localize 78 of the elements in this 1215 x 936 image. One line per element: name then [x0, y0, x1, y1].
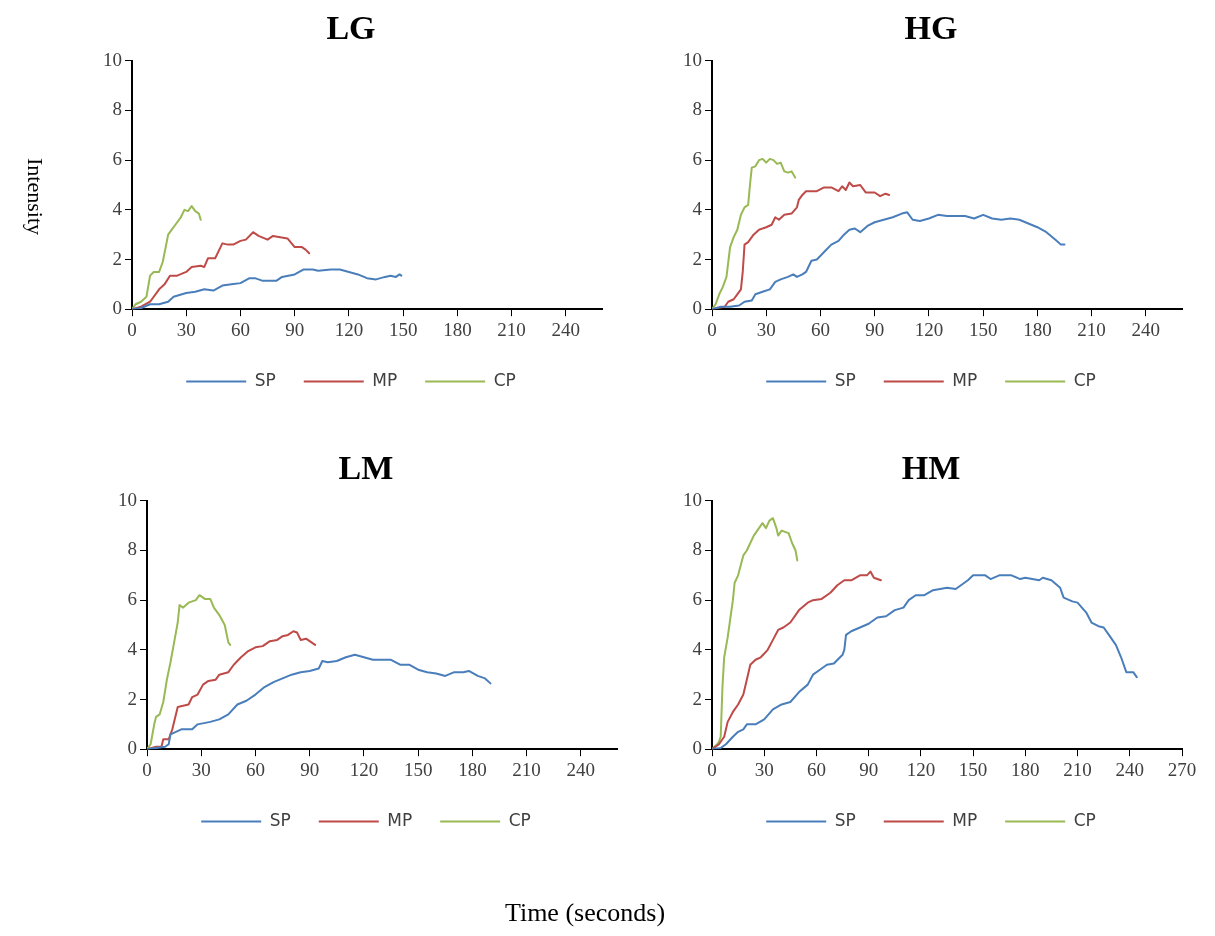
x-tick-label: 0	[707, 318, 717, 340]
y-tick-label: 10	[683, 48, 702, 70]
x-tick-label: 180	[458, 758, 487, 780]
y-tick-label: 2	[112, 247, 122, 269]
x-tick-label: 120	[914, 318, 944, 340]
y-tick-label: 10	[118, 488, 137, 510]
legend-label: CP	[493, 369, 516, 390]
y-tick-label: 2	[127, 687, 137, 709]
x-tick-label: 90	[865, 318, 885, 340]
x-tick-label: 150	[388, 318, 418, 340]
x-tick-label: 120	[349, 758, 379, 780]
x-tick-label: 90	[300, 758, 320, 780]
y-tick-label: 2	[692, 247, 702, 269]
y-tick-label: 10	[103, 48, 122, 70]
x-tick-label: 180	[443, 318, 472, 340]
legend-label: SP	[834, 809, 856, 830]
legend-label: MP	[952, 809, 978, 830]
chart-title: LM	[338, 449, 394, 487]
x-axis-title: Time (seconds)	[504, 898, 666, 928]
y-tick-label: 6	[112, 148, 122, 170]
x-tick-label: 180	[1023, 318, 1052, 340]
x-tick-label: 30	[191, 758, 211, 780]
x-tick-label: 90	[285, 318, 305, 340]
y-tick-label: 4	[127, 637, 138, 659]
legend-label: SP	[269, 809, 291, 830]
x-tick-label: 240	[566, 758, 596, 780]
y-tick-label: 4	[692, 637, 703, 659]
x-tick-label: 270	[1167, 758, 1197, 780]
x-tick-label: 240	[551, 318, 581, 340]
x-tick-label: 30	[176, 318, 196, 340]
y-tick-label: 4	[692, 197, 703, 219]
y-tick-label: 10	[683, 488, 702, 510]
y-tick-label: 0	[692, 297, 702, 319]
y-tick-label: 8	[692, 98, 702, 120]
x-tick-label: 150	[968, 318, 998, 340]
legend-label: MP	[952, 369, 978, 390]
y-tick-label: 6	[692, 148, 702, 170]
x-tick-label: 30	[754, 758, 774, 780]
legend-label: CP	[1073, 369, 1096, 390]
y-tick-label: 8	[112, 98, 122, 120]
legend-label: MP	[372, 369, 398, 390]
chart-title: HM	[901, 449, 961, 487]
y-tick-label: 0	[692, 737, 702, 759]
x-tick-label: 150	[958, 758, 988, 780]
y-tick-label: 8	[127, 538, 137, 560]
chart-title: HG	[904, 9, 958, 47]
x-tick-label: 60	[245, 758, 265, 780]
x-tick-label: 0	[142, 758, 152, 780]
x-tick-label: 60	[806, 758, 826, 780]
x-tick-label: 60	[810, 318, 830, 340]
x-tick-label: 120	[334, 318, 364, 340]
y-tick-label: 2	[692, 687, 702, 709]
chart-title: LG	[326, 9, 376, 47]
x-tick-label: 120	[906, 758, 936, 780]
x-tick-label: 210	[497, 318, 526, 340]
y-tick-label: 0	[112, 297, 122, 319]
y-tick-label: 0	[127, 737, 137, 759]
x-tick-label: 0	[707, 758, 717, 780]
x-tick-label: 60	[230, 318, 250, 340]
legend-label: CP	[508, 809, 531, 830]
x-tick-label: 180	[1011, 758, 1040, 780]
x-tick-label: 210	[1063, 758, 1092, 780]
legend-label: SP	[834, 369, 856, 390]
x-tick-label: 240	[1131, 318, 1161, 340]
legend-label: CP	[1073, 809, 1096, 830]
legend-label: SP	[254, 369, 276, 390]
y-axis-title: Intensity	[22, 158, 48, 235]
x-tick-label: 240	[1115, 758, 1145, 780]
x-tick-label: 150	[403, 758, 433, 780]
x-tick-label: 30	[756, 318, 776, 340]
x-tick-label: 210	[1077, 318, 1106, 340]
y-tick-label: 4	[112, 197, 123, 219]
y-tick-label: 6	[692, 588, 702, 610]
legend-label: MP	[387, 809, 413, 830]
x-tick-label: 210	[512, 758, 541, 780]
y-tick-label: 6	[127, 588, 137, 610]
y-tick-label: 8	[692, 538, 702, 560]
x-tick-label: 90	[859, 758, 879, 780]
